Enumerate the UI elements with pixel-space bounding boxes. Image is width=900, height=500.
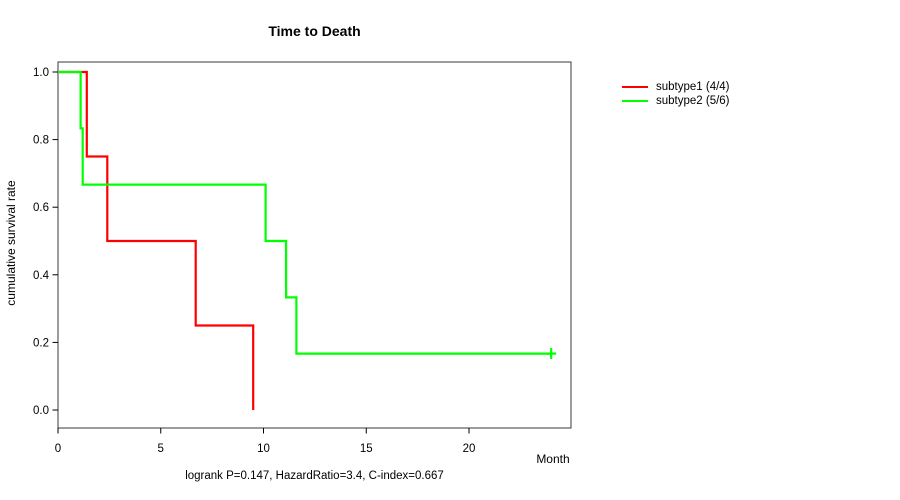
x-tick-label: 5 bbox=[158, 443, 164, 455]
survival-curve-2 bbox=[58, 70, 552, 355]
legend: subtype1 (4/4) subtype2 (5/6) bbox=[622, 80, 730, 108]
statistics-annotation: logrank P=0.147, HazardRatio=3.4, C-inde… bbox=[185, 470, 444, 482]
subtype1-line-swatch bbox=[622, 86, 648, 88]
x-tick-label: 20 bbox=[463, 443, 476, 455]
x-tick-label: 0 bbox=[55, 443, 61, 455]
y-tick-label: 0.2 bbox=[33, 337, 49, 349]
y-tick-label: 0.0 bbox=[33, 405, 49, 417]
subtype2-line-swatch bbox=[622, 100, 648, 102]
chart-title: Time to Death bbox=[268, 23, 361, 39]
legend-label-subtype2: subtype2 (5/6) bbox=[656, 95, 730, 107]
y-tick-label: 0.8 bbox=[33, 135, 49, 147]
x-axis-label: Month bbox=[536, 452, 570, 466]
x-tick-label: 10 bbox=[257, 443, 270, 455]
y-tick-label: 1.0 bbox=[33, 67, 49, 79]
y-tick-label: 0.4 bbox=[33, 270, 50, 282]
legend-item-subtype2: subtype2 (5/6) bbox=[622, 94, 730, 108]
x-tick-label: 15 bbox=[360, 443, 373, 455]
plot-box bbox=[57, 61, 572, 429]
survival-curve-1 bbox=[58, 70, 255, 410]
legend-item-subtype1: subtype1 (4/4) bbox=[622, 80, 730, 94]
legend-label-subtype1: subtype1 (4/4) bbox=[656, 81, 730, 93]
y-tick-label: 0.6 bbox=[33, 202, 49, 214]
